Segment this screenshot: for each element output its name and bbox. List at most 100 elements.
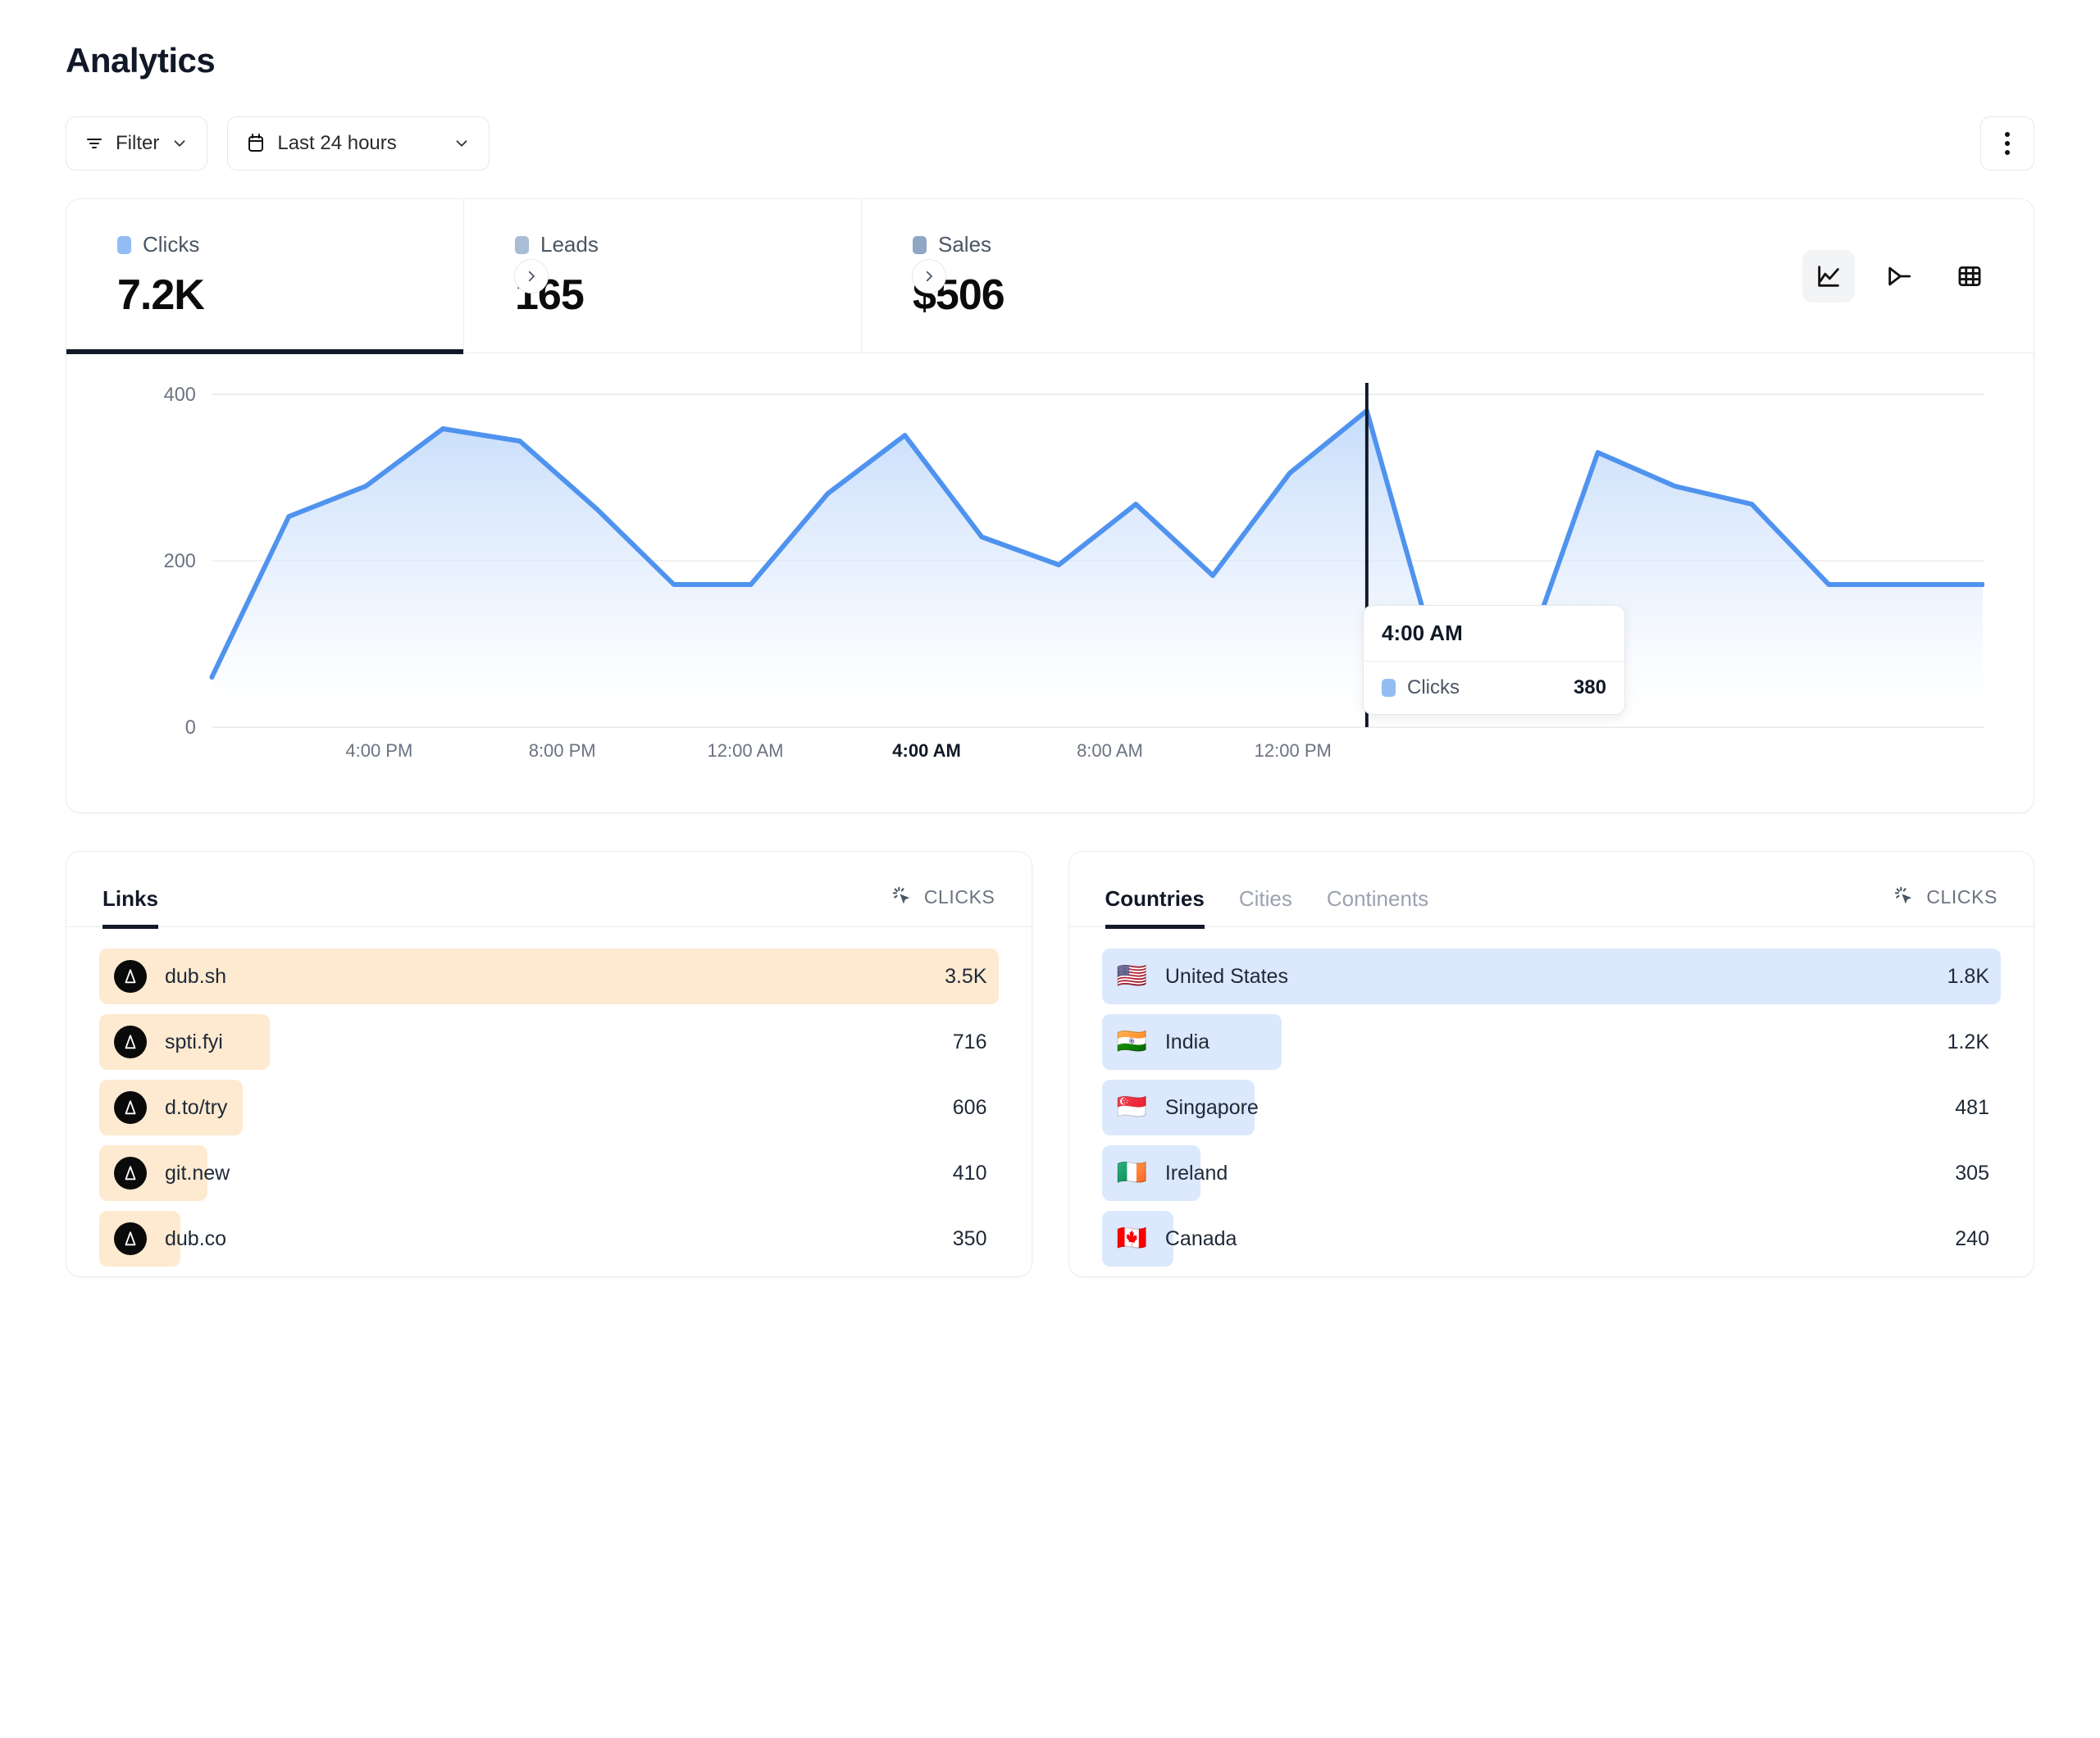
row-value: 1.8K [1947,964,1989,988]
clicks-area-chart[interactable]: 400 200 0 4:00 PM 8:00 PM 12:00 AM 4:00 … [66,353,2034,812]
tooltip-time: 4:00 AM [1364,606,1624,662]
countries-rows: 🇺🇸 United States 1.8K 🇮🇳 India 1.2K [1069,927,2034,1267]
date-range-button[interactable]: Last 24 hours [227,116,490,171]
row-label: spti.fyi [165,1030,223,1053]
locations-panel: Countries Cities Continents CLICKS [1068,851,2034,1277]
list-item[interactable]: d.to/try 606 [99,1080,999,1135]
list-item[interactable]: 🇸🇬 Singapore 481 [1101,1080,2002,1135]
row-main: 🇺🇸 United States [1102,964,1288,989]
list-item[interactable]: 🇺🇸 United States 1.8K [1101,949,2001,1004]
dub-logo-icon [114,1091,147,1124]
list-item[interactable]: dub.co 350 [99,1211,999,1267]
page-title: Analytics [66,41,216,80]
metric-head: Leads [515,232,861,257]
flag-icon: 🇸🇬 [1116,1094,1147,1121]
x-tick-0: 4:00 PM [345,740,413,761]
row-bar [1101,1211,1174,1267]
dub-logo-icon [114,1157,147,1190]
metric-value: 165 [515,271,585,319]
row-main: dub.co [99,1222,226,1255]
row-main: 🇨🇦 Canada [1102,1226,1237,1251]
links-metric-toggle[interactable]: CLICKS [891,885,995,926]
row-value: 350 [952,1226,987,1250]
row-value: 606 [952,1095,987,1119]
tab-countries[interactable]: Countries [1105,886,1205,929]
dub-logo-icon [114,1222,147,1255]
calendar-icon [246,133,266,154]
analytics-main-card: Clicks 7.2K Leads 165 Sales [66,198,2034,813]
tab-continents[interactable]: Continents [1326,886,1429,911]
filter-label: Filter [116,132,160,154]
row-main: git.new [99,1157,230,1190]
x-tick-1: 8:00 PM [528,740,596,761]
x-tick-2: 12:00 AM [707,740,784,761]
x-tick-4: 8:00 AM [1077,740,1143,761]
row-value: 716 [952,1030,987,1053]
metric-head: Sales [913,232,1260,257]
row-value: 1.2K [1947,1030,1989,1053]
row-main: dub.sh [99,960,226,993]
tooltip-body: Clicks 380 [1364,662,1624,714]
row-bar [1101,949,2001,1004]
y-tick-400: 400 [164,384,196,406]
flag-icon: 🇮🇪 [1116,1159,1147,1186]
list-item[interactable]: 🇮🇳 India 1.2K [1101,1014,2002,1070]
list-item[interactable]: 🇮🇪 Ireland 305 [1101,1145,2002,1201]
funnel-view-button[interactable] [1873,250,1925,303]
row-label: dub.co [165,1226,227,1250]
row-value: 3.5K [945,964,987,988]
chevron-down-icon [171,134,189,152]
row-main: 🇮🇪 Ireland [1102,1161,1228,1185]
metric-value: 7.2K [117,271,205,319]
row-label: d.to/try [165,1095,228,1119]
row-label: Canada [1164,1226,1237,1250]
more-vertical-icon [2005,132,2010,155]
row-label: India [1164,1030,1210,1053]
x-tick-5: 12:00 PM [1254,740,1332,761]
row-label: Ireland [1164,1161,1228,1185]
metric-next-chevron-1[interactable] [514,258,549,293]
more-options-button[interactable] [1980,116,2034,171]
row-main: spti.fyi [99,1026,223,1058]
list-item[interactable]: git.new 410 [99,1145,999,1201]
row-bar [1101,1145,1201,1201]
links-rows: dub.sh 3.5K spti.fyi 716 [66,927,1032,1267]
list-item[interactable]: dub.sh 3.5K [99,949,999,1004]
metric-card-clicks[interactable]: Clicks 7.2K [66,199,464,354]
metric-label: Sales [938,232,992,257]
row-main: d.to/try [99,1091,227,1124]
line-chart-view-button[interactable] [1802,249,1855,303]
table-view-button[interactable] [1943,250,1996,303]
x-tick-3: 4:00 AM [892,740,961,761]
chart-canvas: 400 200 0 [164,383,1984,735]
cursor-click-icon [891,885,914,908]
chart-line [209,408,1984,686]
clicks-swatch-icon [117,235,131,254]
leads-swatch-icon [515,235,529,254]
row-label: Singapore [1164,1095,1259,1119]
list-item[interactable]: 🇨🇦 Canada 240 [1101,1211,2002,1267]
tooltip-swatch-icon [1382,679,1396,697]
links-panel-header: Links CLICKS [66,852,1032,929]
bottom-panels: Links CLICKS [66,851,2034,1277]
toolbar: Filter Last 24 hours [66,116,2034,171]
row-value: 240 [1955,1226,1989,1250]
tab-links[interactable]: Links [102,886,158,929]
list-item[interactable]: spti.fyi 716 [99,1014,999,1070]
date-range-label: Last 24 hours [277,132,397,154]
y-tick-200: 200 [164,551,196,572]
tooltip-series-value: 380 [1573,676,1606,698]
row-value: 410 [952,1161,987,1185]
metrics-row: Clicks 7.2K Leads 165 Sales [66,199,2034,354]
metric-label: Leads [540,232,599,257]
locations-metric-toggle[interactable]: CLICKS [1893,885,1998,926]
locations-metric-label: CLICKS [1926,885,1998,908]
sales-swatch-icon [913,235,927,254]
row-bar [99,949,999,1004]
metric-next-chevron-2[interactable] [912,258,946,293]
tab-cities[interactable]: Cities [1238,886,1292,911]
tooltip-series-label: Clicks [1407,676,1460,698]
filter-button[interactable]: Filter [66,116,208,171]
row-main: 🇮🇳 India [1102,1030,1210,1054]
